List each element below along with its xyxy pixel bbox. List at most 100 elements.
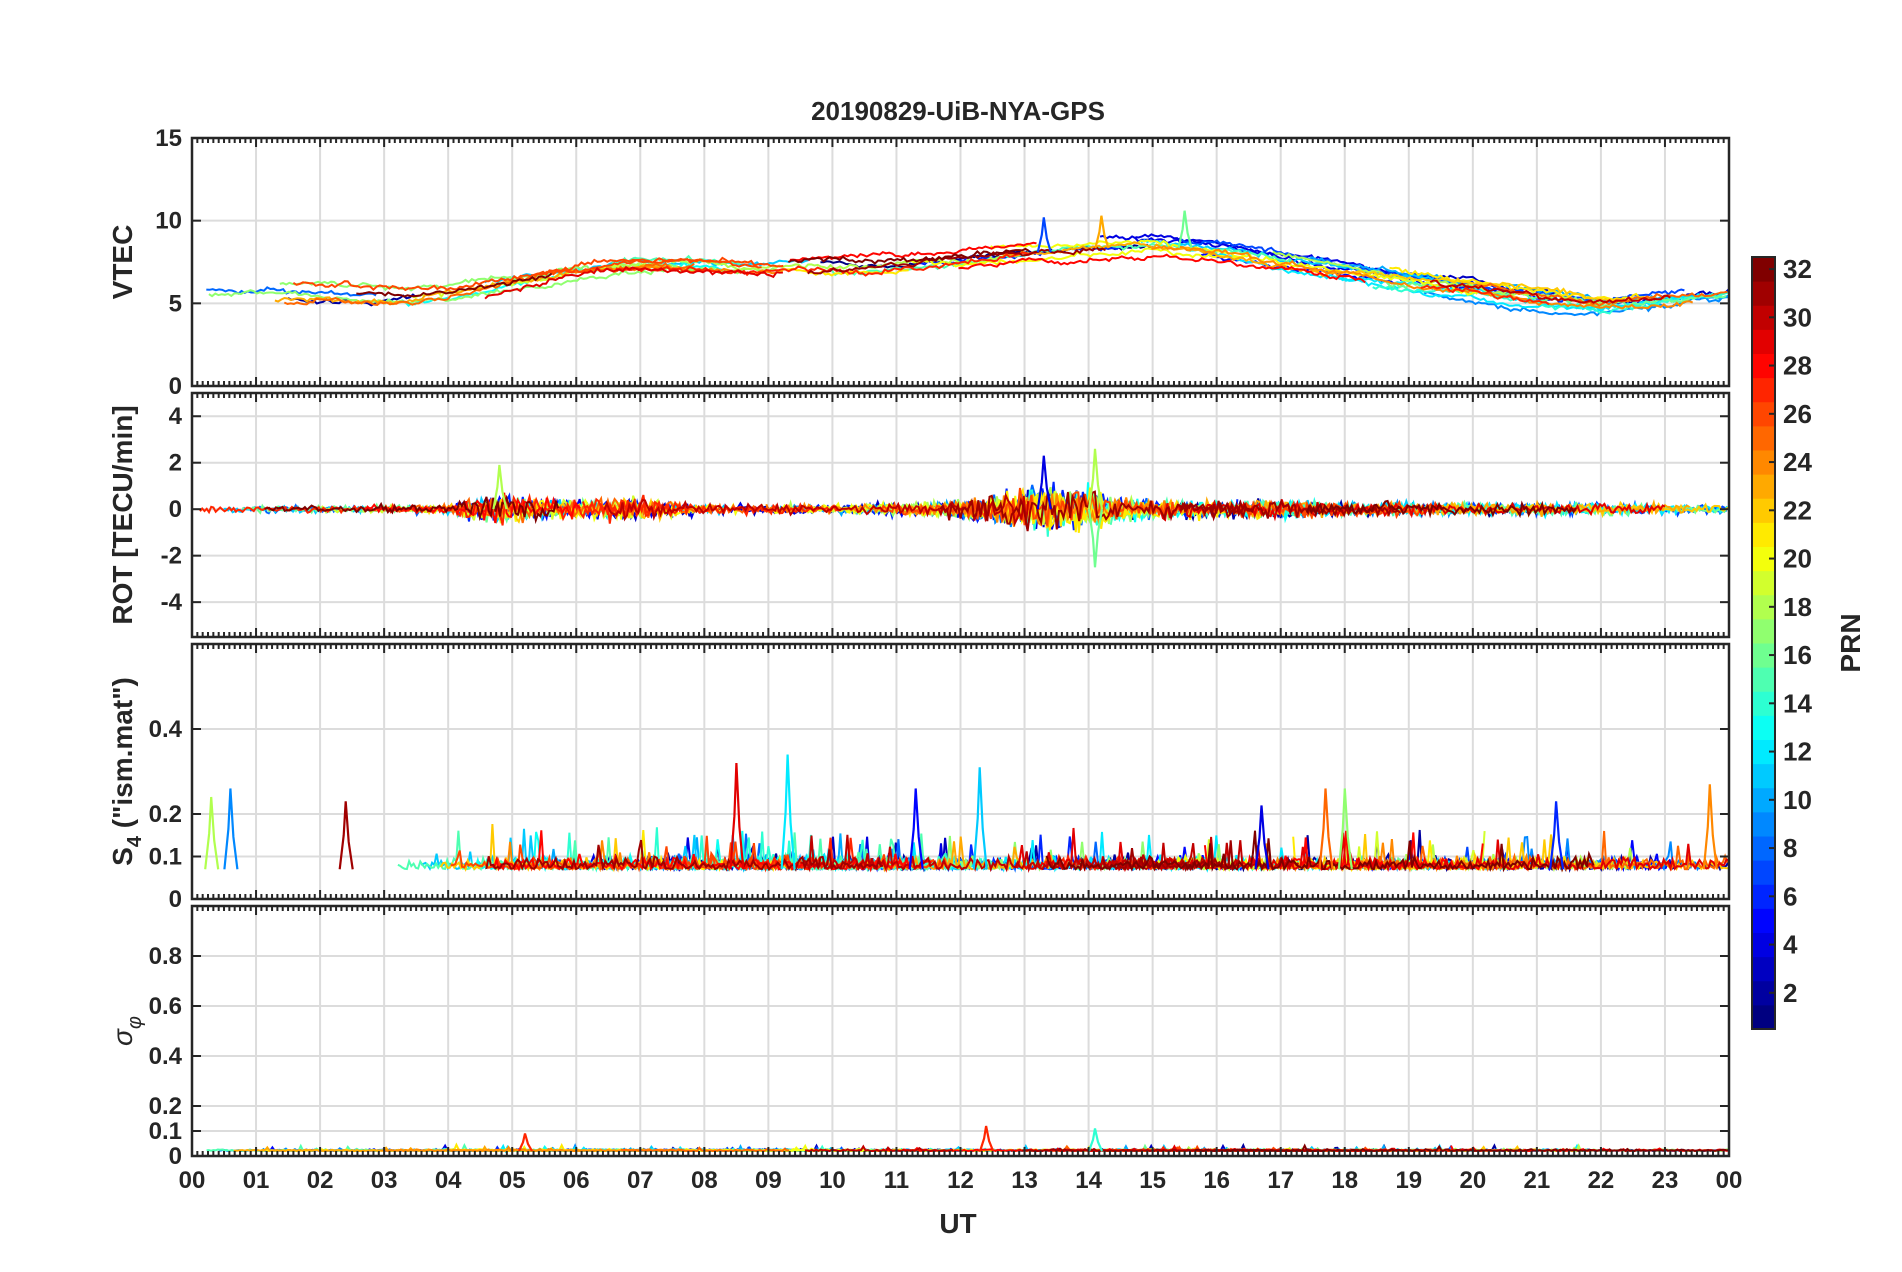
x-tick-label: 07	[627, 1167, 654, 1194]
peak-mark	[338, 801, 354, 870]
colorbar-swatch	[1752, 908, 1775, 933]
ticks-s4	[191, 644, 1730, 900]
x-tick-label: 00	[179, 1167, 206, 1194]
peak-mark	[204, 796, 220, 870]
figure-title: 20190829-UiB-NYA-GPS	[811, 96, 1105, 126]
peak-mark	[729, 762, 745, 870]
colorbar-label: PRN	[1835, 613, 1866, 672]
series-line-prn-8	[206, 286, 377, 297]
colorbar-swatch	[1752, 811, 1775, 837]
x-tick-label: 12	[947, 1167, 974, 1194]
y-tick-label: 0.1	[149, 844, 182, 871]
colorbar-swatch	[1752, 860, 1775, 885]
series-group-vtec	[206, 210, 1729, 317]
series-line-prn-31	[1101, 840, 1239, 873]
colorbar-tick-label: 20	[1783, 544, 1812, 574]
peak-mark	[223, 788, 239, 870]
series-line-prn-32	[264, 494, 560, 525]
x-tick-label: 23	[1652, 1167, 1679, 1194]
colorbar-tick-label: 16	[1783, 640, 1812, 670]
x-tick-label: 15	[1139, 1167, 1166, 1194]
colorbar-swatch	[1752, 498, 1775, 523]
colorbar-tick-label: 24	[1783, 447, 1812, 477]
y-tick-label: 0.4	[149, 716, 183, 743]
colorbar-tick-label: 18	[1783, 592, 1812, 622]
colorbar-tick-label: 30	[1783, 302, 1812, 332]
colorbar-swatch	[1752, 787, 1775, 813]
y-axis-label-sub: 4	[124, 835, 146, 847]
x-tick-label: 10	[819, 1167, 846, 1194]
y-tick-label: 5	[169, 290, 182, 317]
y-axis-label-sub: φ	[124, 1016, 146, 1029]
peak-mark	[1337, 788, 1353, 870]
y-tick-label: 10	[155, 208, 182, 235]
x-tick-label: 05	[499, 1167, 526, 1194]
y-axis-label-main: σ	[107, 1028, 138, 1046]
x-axis-label: UT	[939, 1208, 976, 1239]
series-line-prn-32	[787, 247, 1030, 265]
colorbar-swatch	[1752, 715, 1775, 740]
y-axis-label-rest: ("ism.mat")	[107, 677, 138, 836]
colorbar-tick-label: 6	[1783, 881, 1797, 911]
series-line-prn-28	[789, 241, 1037, 262]
peak-mark	[1318, 788, 1334, 870]
series-line-prn-21	[1389, 266, 1650, 301]
y-tick-label: 15	[155, 125, 182, 152]
colorbar-swatch	[1752, 522, 1775, 547]
colorbar-swatch	[1752, 643, 1775, 668]
series-line-prn-26	[530, 257, 762, 277]
y-tick-label: 0.6	[149, 993, 182, 1020]
colorbar-tick-label: 14	[1783, 688, 1812, 718]
y-tick-label: 4	[169, 403, 183, 430]
panel-s4: 0 0.1 0.2 0.4S4 ("ism.mat")	[107, 642, 1731, 913]
colorbar-tick-label: 12	[1783, 737, 1812, 767]
colorbar-tick-label: 28	[1783, 351, 1812, 381]
colorbar-swatch	[1752, 474, 1775, 499]
series-group-sigma_phi	[206, 1125, 1729, 1154]
series-line-prn-29	[484, 265, 783, 300]
colorbar-swatch	[1752, 257, 1775, 282]
series-line-prn-32	[1194, 1143, 1729, 1153]
colorbar-swatch	[1752, 281, 1775, 306]
x-tick-label: 21	[1524, 1167, 1551, 1194]
peak-mark	[518, 1133, 533, 1152]
series-line-prn-20	[990, 239, 1478, 296]
series-line-prn-11	[1165, 242, 1455, 285]
colorbar-swatch	[1752, 377, 1775, 403]
series-group-s4	[204, 754, 1729, 874]
colorbar-swatch	[1752, 353, 1775, 379]
colorbar-swatch	[1752, 305, 1775, 330]
series-line-prn-31	[939, 490, 1253, 532]
colorbar-swatch	[1752, 1004, 1775, 1030]
colorbar-swatch	[1752, 763, 1775, 789]
y-tick-label: 0.4	[149, 1043, 183, 1070]
x-tick-label: 20	[1459, 1167, 1486, 1194]
x-tick-label: 19	[1395, 1167, 1422, 1194]
panel-rot: -4 -2 0 2 4 ROT [TECU/min]	[107, 391, 1731, 639]
x-tick-label: 03	[371, 1167, 398, 1194]
colorbar-swatch	[1752, 401, 1775, 427]
colorbar-swatch	[1752, 594, 1775, 620]
x-tick-label: 06	[563, 1167, 590, 1194]
colorbar-swatch	[1752, 691, 1775, 716]
x-tick-label: 04	[435, 1167, 462, 1194]
y-axis-label-s4: S4 ("ism.mat")	[107, 677, 146, 866]
x-tick-label: 09	[755, 1167, 782, 1194]
panel-vtec: 0 5 10 15 VTEC	[107, 125, 1731, 400]
y-axis-label-sigma_phi: σφ	[107, 1016, 146, 1046]
peak-mark	[1036, 455, 1052, 510]
x-tick-label: 18	[1331, 1167, 1358, 1194]
x-tick-label: 16	[1203, 1167, 1230, 1194]
peak-mark	[979, 1125, 995, 1152]
series-line-prn-32	[1305, 499, 1577, 519]
y-tick-label: 0.2	[149, 801, 182, 828]
panel-sigma_phi: 00.10.2 0.4 0.6 0.8 σφ 00 01 02 03 04 05 06 07 08 09 10…	[107, 904, 1742, 1194]
y-tick-label: 0	[169, 886, 182, 913]
peak-mark	[1087, 509, 1104, 568]
colorbar-swatch	[1752, 836, 1775, 861]
peak-mark	[1702, 784, 1718, 870]
series-line-prn-30	[804, 1144, 954, 1153]
series-group-rot	[199, 448, 1729, 568]
